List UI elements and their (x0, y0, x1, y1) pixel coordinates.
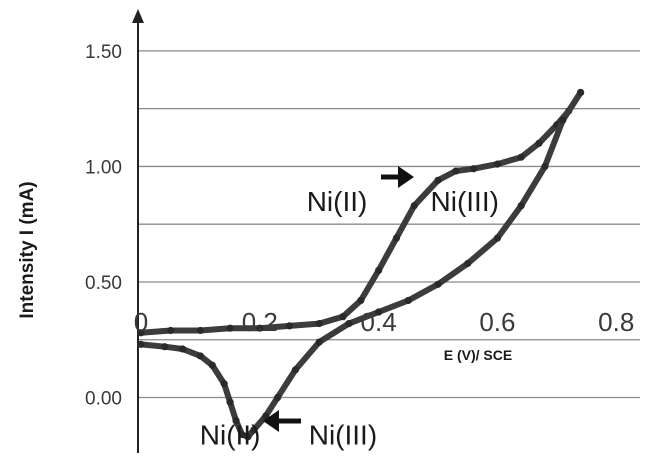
data-point (375, 266, 383, 275)
y-tick-label: 1.50 (85, 42, 122, 63)
annotation-label: Ni(III) (431, 186, 499, 217)
data-point (541, 162, 549, 171)
data-point (167, 326, 175, 335)
y-axis-label: Intensity I (mA) (17, 181, 38, 318)
x-axis-label: E (V)/ SCE (444, 347, 512, 363)
annotation-label: Ni(II) (200, 420, 261, 451)
data-point (291, 366, 300, 374)
y-tick-label: 0.50 (85, 273, 122, 294)
x-tick-label: 0.6 (479, 307, 515, 337)
data-point (517, 202, 525, 210)
data-point (464, 259, 472, 268)
data-point (535, 139, 543, 147)
data-point (226, 324, 234, 332)
data-point (315, 338, 323, 346)
grid-layer (138, 50, 640, 399)
data-point (375, 308, 383, 316)
data-point (196, 352, 204, 360)
data-point (517, 153, 525, 161)
data-point (452, 167, 460, 175)
data-point (315, 319, 323, 328)
data-point (493, 234, 502, 242)
data-point (559, 116, 567, 124)
data-point (434, 176, 442, 184)
data-point (196, 326, 204, 335)
data-point (244, 433, 252, 441)
series-layer (137, 88, 585, 441)
data-point (339, 313, 347, 321)
data-point (470, 165, 478, 173)
data-point (434, 280, 442, 288)
data-point (274, 393, 282, 402)
data-point (345, 319, 353, 328)
data-point (285, 322, 294, 330)
tick-layer: 0.00 0.50 1.00 1.50 0 0.2 0.4 0.6 0.8 (85, 42, 634, 410)
annotation-label: Ni(II) (307, 186, 368, 217)
data-point (357, 296, 365, 305)
series-line (138, 89, 584, 440)
y-axis-arrow-icon (132, 9, 144, 23)
y-tick-label: 0.00 (85, 389, 122, 410)
y-tick-label: 1.00 (85, 157, 122, 178)
axis-layer (132, 9, 144, 453)
x-tick-label: 0 (134, 307, 148, 337)
data-point (404, 296, 412, 305)
data-point (256, 324, 264, 332)
x-tick-label: 0.2 (242, 307, 278, 337)
data-point (220, 380, 228, 388)
x-tick-label: 0.4 (361, 307, 397, 337)
data-point (250, 426, 258, 434)
annotation-layer: Ni(II) Ni(III) Ni(II) Ni(III) (200, 166, 499, 451)
data-point (410, 202, 418, 210)
data-point (226, 398, 234, 406)
data-point (232, 417, 240, 425)
data-point (392, 234, 401, 242)
data-point (493, 160, 502, 168)
arrow-right-icon (398, 166, 414, 188)
arrow-left-icon (263, 410, 279, 432)
data-point (208, 361, 216, 369)
data-point (161, 343, 169, 351)
data-point (137, 329, 145, 337)
data-point (238, 430, 246, 439)
annotation-label: Ni(III) (309, 420, 377, 451)
data-point (137, 340, 145, 348)
data-point (178, 345, 187, 353)
data-point (576, 88, 585, 97)
data-point (262, 412, 270, 420)
x-tick-label: 0.8 (598, 307, 634, 337)
